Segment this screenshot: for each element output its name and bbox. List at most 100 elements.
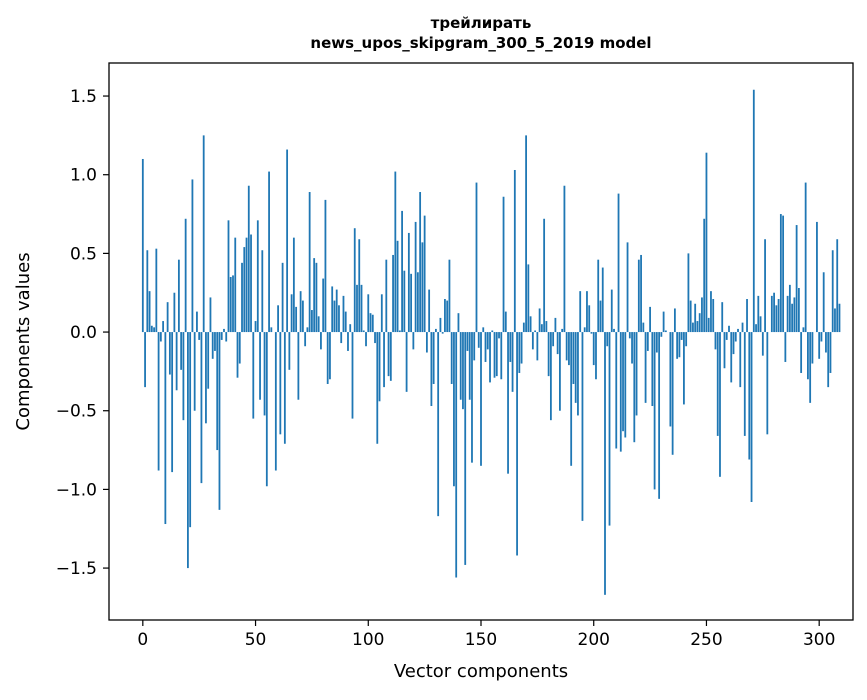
bar-13 (171, 332, 173, 472)
bar-119 (410, 274, 412, 332)
bar-303 (825, 332, 827, 352)
bar-307 (834, 308, 836, 332)
chart-title: трейлиратьnews_upos_skipgram_300_5_2019 … (310, 14, 651, 52)
bar-193 (577, 332, 579, 415)
bar-87 (338, 305, 340, 332)
bar-152 (485, 332, 487, 362)
bar-158 (498, 332, 500, 338)
bar-3 (149, 291, 151, 332)
bar-245 (694, 304, 696, 332)
bar-207 (609, 332, 611, 526)
x-tick-label-0: 0 (137, 630, 148, 650)
bar-171 (527, 264, 529, 332)
bar-255 (717, 332, 719, 436)
bar-75 (311, 310, 313, 332)
bar-165 (514, 170, 516, 332)
bar-227 (654, 332, 656, 489)
y-axis: −1.5−1.0−0.50.00.51.01.5 (56, 87, 109, 579)
bar-56 (268, 172, 270, 332)
bar-302 (823, 272, 825, 332)
bar-272 (755, 324, 757, 332)
bar-201 (595, 332, 597, 379)
bar-53 (261, 250, 263, 332)
bar-215 (627, 242, 629, 332)
bar-266 (742, 323, 744, 332)
bar-178 (543, 219, 545, 332)
bar-305 (830, 332, 832, 373)
bar-84 (331, 286, 333, 332)
bar-83 (329, 332, 331, 379)
bar-91 (347, 332, 349, 351)
bar-306 (832, 250, 834, 332)
bar-69 (297, 332, 299, 400)
bar-60 (277, 305, 279, 332)
bar-259 (726, 332, 728, 340)
bar-183 (555, 318, 557, 332)
bar-269 (748, 332, 750, 459)
bar-49 (252, 332, 254, 419)
bar-285 (784, 332, 786, 362)
bar-124 (421, 242, 423, 332)
bar-39 (230, 277, 232, 332)
bar-147 (473, 332, 475, 360)
bar-115 (401, 211, 403, 332)
bar-31 (212, 332, 214, 359)
bar-131 (437, 332, 439, 516)
bar-71 (302, 301, 304, 332)
bar-16 (178, 260, 180, 332)
bar-82 (327, 332, 329, 384)
bar-172 (530, 316, 532, 332)
bar-59 (275, 332, 277, 470)
bar-281 (775, 305, 777, 332)
bar-series (142, 90, 840, 595)
bar-148 (476, 183, 478, 332)
bar-258 (724, 332, 726, 368)
bar-234 (669, 332, 671, 426)
bar-221 (640, 255, 642, 332)
bar-127 (428, 290, 430, 332)
bar-175 (536, 332, 538, 360)
bar-25 (198, 332, 200, 340)
bar-222 (642, 323, 644, 332)
bar-261 (730, 332, 732, 382)
bar-78 (318, 316, 320, 332)
bar-252 (710, 291, 712, 332)
bar-36 (223, 329, 225, 332)
y-tick-label-4: 0.5 (70, 244, 97, 264)
bar-9 (162, 321, 164, 332)
bar-7 (158, 332, 160, 470)
y-tick-label-3: 0.0 (70, 323, 97, 343)
bar-61 (279, 332, 281, 434)
bar-291 (798, 288, 800, 332)
bar-308 (836, 239, 838, 332)
bar-128 (431, 332, 433, 406)
bar-253 (712, 299, 714, 332)
bar-88 (340, 332, 342, 343)
bar-187 (564, 186, 566, 332)
bar-117 (406, 332, 408, 392)
bar-173 (532, 332, 534, 349)
bar-236 (674, 308, 676, 332)
bar-8 (160, 332, 162, 341)
bar-289 (793, 297, 795, 332)
bar-70 (300, 291, 302, 332)
bar-15 (176, 332, 178, 390)
bar-186 (561, 329, 563, 332)
bar-33 (216, 332, 218, 450)
bar-23 (194, 332, 196, 411)
bar-290 (796, 225, 798, 332)
bar-231 (663, 312, 665, 332)
bar-123 (419, 192, 421, 332)
bar-286 (787, 296, 789, 332)
bar-89 (343, 296, 345, 332)
bar-28 (205, 332, 207, 423)
x-tick-label-100: 100 (352, 630, 384, 650)
bar-296 (809, 332, 811, 403)
bar-50 (255, 321, 257, 332)
bar-143 (464, 332, 466, 565)
bar-275 (762, 332, 764, 356)
bar-240 (683, 332, 685, 404)
bar-294 (805, 183, 807, 332)
bar-22 (192, 179, 194, 332)
bar-205 (604, 332, 606, 595)
